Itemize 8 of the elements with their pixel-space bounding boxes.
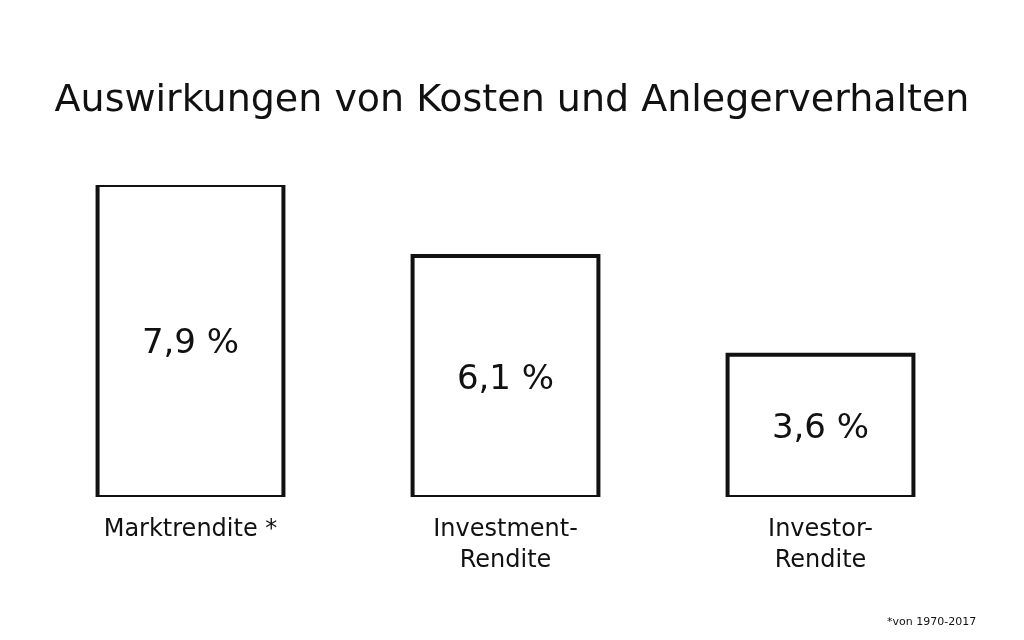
- x-tick-label: Investment- Rendite: [433, 514, 578, 574]
- x-tick-label: Investor- Rendite: [768, 514, 873, 574]
- x-tick-label: Marktrendite *: [103, 514, 278, 542]
- data-label: 6,1 %: [456, 356, 555, 397]
- data-label: 7,9 %: [141, 321, 240, 361]
- text: *von 1970-2017: [887, 615, 977, 628]
- data-label: 3,6 %: [771, 405, 870, 446]
- chart-title: Auswirkungen von Kosten und Anlegerverhalten: [54, 76, 970, 121]
